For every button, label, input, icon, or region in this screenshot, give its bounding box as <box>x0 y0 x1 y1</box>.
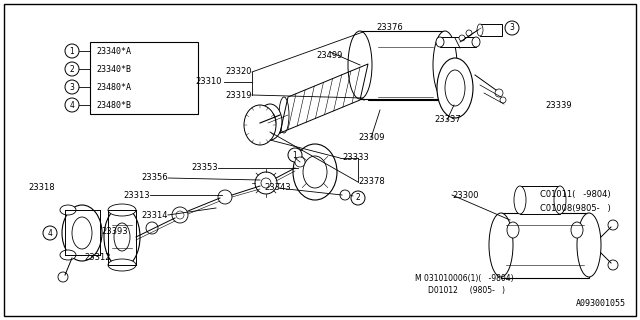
Ellipse shape <box>146 222 158 234</box>
Ellipse shape <box>500 97 506 103</box>
Ellipse shape <box>472 37 480 47</box>
Circle shape <box>65 44 79 58</box>
Text: 23313: 23313 <box>124 190 150 199</box>
Ellipse shape <box>577 213 601 277</box>
Text: 23356: 23356 <box>141 173 168 182</box>
Text: 23393: 23393 <box>101 228 128 236</box>
Bar <box>480 24 502 36</box>
Bar <box>440 37 476 47</box>
Ellipse shape <box>608 260 618 270</box>
Bar <box>360 31 445 99</box>
Circle shape <box>65 62 79 76</box>
Text: 3: 3 <box>70 83 74 92</box>
Ellipse shape <box>507 222 519 238</box>
Ellipse shape <box>255 172 277 194</box>
Text: 23480*B: 23480*B <box>96 100 131 109</box>
Ellipse shape <box>433 45 453 99</box>
Text: 23318: 23318 <box>28 183 55 193</box>
Ellipse shape <box>433 31 457 99</box>
Ellipse shape <box>258 104 282 140</box>
Ellipse shape <box>358 45 378 99</box>
Text: 1: 1 <box>292 150 298 159</box>
Bar <box>520 186 560 214</box>
Text: 3: 3 <box>509 23 515 33</box>
Ellipse shape <box>172 207 188 223</box>
Text: 23376: 23376 <box>376 23 403 33</box>
Text: 23314: 23314 <box>141 211 168 220</box>
Ellipse shape <box>60 250 76 260</box>
Text: M 031010006(1)(   -9804): M 031010006(1)( -9804) <box>415 274 514 283</box>
Ellipse shape <box>466 30 472 36</box>
Ellipse shape <box>176 211 184 219</box>
Text: 23480*A: 23480*A <box>96 83 131 92</box>
Ellipse shape <box>62 205 102 261</box>
Text: 23320: 23320 <box>225 68 252 76</box>
Ellipse shape <box>445 70 465 106</box>
Text: 23319: 23319 <box>225 91 252 100</box>
Ellipse shape <box>495 89 503 97</box>
Text: C01008(9805-   ): C01008(9805- ) <box>540 204 611 212</box>
Bar <box>501 213 589 278</box>
Circle shape <box>43 226 57 240</box>
Ellipse shape <box>279 97 289 133</box>
Ellipse shape <box>514 186 526 214</box>
Ellipse shape <box>571 222 583 238</box>
Text: 1: 1 <box>70 46 74 55</box>
Ellipse shape <box>60 205 76 215</box>
Ellipse shape <box>477 24 483 36</box>
Ellipse shape <box>218 190 232 204</box>
Text: 2: 2 <box>70 65 74 74</box>
Ellipse shape <box>108 204 136 216</box>
Ellipse shape <box>437 58 473 118</box>
Text: 23312: 23312 <box>84 253 111 262</box>
Circle shape <box>351 191 365 205</box>
Text: 23353: 23353 <box>191 164 218 172</box>
Ellipse shape <box>293 144 337 200</box>
Text: 23343: 23343 <box>265 183 291 193</box>
Circle shape <box>505 21 519 35</box>
Text: 4: 4 <box>47 228 52 237</box>
Ellipse shape <box>436 37 444 47</box>
Ellipse shape <box>489 213 513 277</box>
Polygon shape <box>280 64 368 133</box>
Ellipse shape <box>348 31 372 99</box>
Text: 23333: 23333 <box>342 154 369 163</box>
Text: D01012     (9805-   ): D01012 (9805- ) <box>428 285 505 294</box>
Text: C01011(   -9804): C01011( -9804) <box>540 190 611 199</box>
Text: 4: 4 <box>70 100 74 109</box>
Text: 23300: 23300 <box>452 190 479 199</box>
Ellipse shape <box>58 272 68 282</box>
Text: 23337: 23337 <box>435 116 461 124</box>
Ellipse shape <box>72 217 92 249</box>
Text: 23309: 23309 <box>359 133 385 142</box>
Ellipse shape <box>104 207 140 267</box>
Text: 23340*A: 23340*A <box>96 46 131 55</box>
Text: 23340*B: 23340*B <box>96 65 131 74</box>
Ellipse shape <box>295 157 305 167</box>
Ellipse shape <box>261 178 271 188</box>
Bar <box>90 42 198 114</box>
Bar <box>368 45 443 100</box>
Circle shape <box>65 98 79 112</box>
Circle shape <box>65 80 79 94</box>
Ellipse shape <box>359 64 369 100</box>
Ellipse shape <box>303 156 327 188</box>
Text: 23499: 23499 <box>317 51 343 60</box>
Text: 2: 2 <box>356 194 360 203</box>
Ellipse shape <box>340 190 350 200</box>
Ellipse shape <box>244 105 276 145</box>
Ellipse shape <box>554 186 566 214</box>
Text: 23378: 23378 <box>358 178 385 187</box>
Ellipse shape <box>459 35 465 41</box>
Ellipse shape <box>114 223 130 251</box>
Circle shape <box>288 148 302 162</box>
Text: 23310: 23310 <box>195 77 222 86</box>
Ellipse shape <box>608 220 618 230</box>
Ellipse shape <box>264 112 276 132</box>
Ellipse shape <box>108 259 136 271</box>
Text: A093001055: A093001055 <box>576 299 626 308</box>
Text: 23339: 23339 <box>545 100 572 109</box>
